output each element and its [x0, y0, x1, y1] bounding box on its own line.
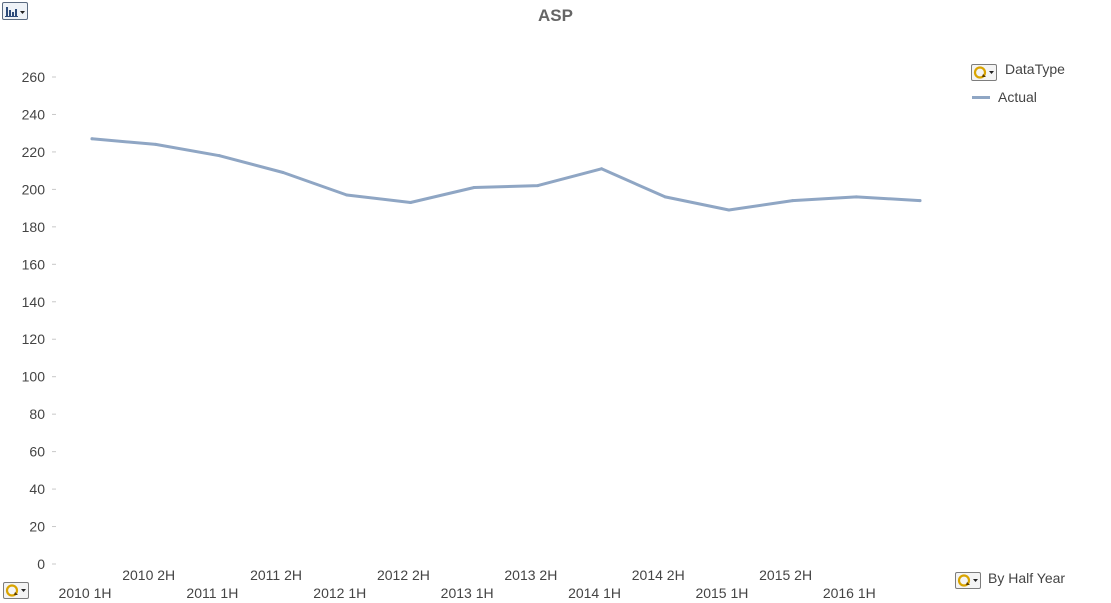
y-tick-label: 200	[22, 181, 46, 197]
cycle-group-button[interactable]	[3, 582, 29, 599]
x-axis: 2010 1H 2010 2H 2011 1H 2011 2H 2012 1H 2012 …	[59, 567, 876, 601]
x-tick-label: 2014 2H	[632, 567, 685, 583]
x-tick-label: 2015 1H	[695, 585, 748, 601]
data-point	[90, 137, 94, 141]
y-tick-label: 20	[29, 519, 45, 535]
y-tick-label: 100	[22, 369, 46, 385]
y-tick-label: 120	[22, 331, 46, 347]
series-layer	[90, 137, 922, 212]
legend-title: DataType	[1005, 61, 1065, 77]
chart-type-button[interactable]	[2, 2, 28, 20]
y-tick-label: 160	[22, 256, 46, 272]
cycle-icon	[957, 574, 978, 587]
data-point	[918, 199, 922, 203]
data-point	[854, 195, 858, 199]
y-tick-label: 0	[37, 556, 45, 572]
x-tick-label: 2015 2H	[759, 567, 812, 583]
y-tick-label: 40	[29, 481, 45, 497]
x-tick-label: 2014 1H	[568, 585, 621, 601]
series-line-actual	[90, 137, 922, 212]
y-tick-label: 140	[22, 294, 46, 310]
data-point	[791, 199, 795, 203]
data-point	[408, 200, 412, 204]
data-point	[217, 154, 221, 158]
data-point	[600, 167, 604, 171]
y-tick-label: 240	[22, 106, 46, 122]
data-point	[345, 193, 349, 197]
y-tick-label: 260	[22, 69, 46, 85]
x-tick-label: 2010 2H	[122, 567, 175, 583]
x-tick-label: 2012 2H	[377, 567, 430, 583]
x-tick-label: 2013 2H	[504, 567, 557, 583]
cycle-icon	[5, 584, 26, 597]
x-tick-label: 2011 1H	[186, 585, 238, 601]
y-tick-label: 220	[22, 144, 46, 160]
data-point	[663, 195, 667, 199]
x-tick-label: 2011 2H	[250, 567, 302, 583]
legend-swatch-actual	[972, 96, 990, 99]
x-tick-label: 2010 1H	[59, 585, 112, 601]
data-point	[536, 184, 540, 188]
chart-title: ASP	[538, 6, 573, 25]
data-point	[154, 142, 158, 146]
y-tick-label: 60	[29, 444, 45, 460]
data-point	[281, 171, 285, 175]
x-tick-label: 2013 1H	[441, 585, 494, 601]
x-tick-label: 2012 1H	[313, 585, 366, 601]
x-dimension-label: By Half Year	[988, 570, 1066, 586]
datatype-dimension-button[interactable]	[971, 64, 997, 81]
legend-item-actual: Actual	[998, 89, 1037, 105]
data-point	[472, 186, 476, 190]
cycle-icon	[973, 66, 994, 79]
data-point	[727, 208, 731, 212]
y-tick-label: 180	[22, 219, 46, 235]
y-tick-label: 80	[29, 406, 45, 422]
bar-chart-icon	[5, 7, 25, 17]
y-axis: 0 20 40 60 80 100 120 140 160 180 200 220 240 260	[22, 69, 56, 572]
half-year-dimension-button[interactable]	[955, 572, 981, 589]
x-tick-label: 2016 1H	[823, 585, 876, 601]
